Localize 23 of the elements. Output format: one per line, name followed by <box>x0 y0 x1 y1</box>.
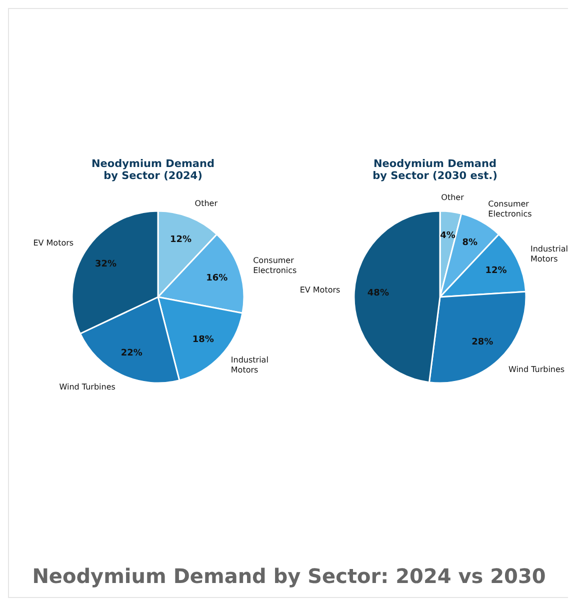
data-label: 12% <box>485 266 507 276</box>
data-label: 4% <box>440 231 456 242</box>
slice-label: Consumer Electronics <box>488 200 532 219</box>
chart-title: Neodymium Demand by Sector (2030 est.) <box>372 157 498 184</box>
slice-label: Consumer Electronics <box>253 256 297 276</box>
text: Neodymium Demand by Sector: 2024 vs 2030 <box>31 564 547 588</box>
chart-title: Neodymium Demand by Sector (2024) <box>90 157 216 184</box>
data-label: 16% <box>206 273 228 284</box>
data-label: 12% <box>170 234 192 245</box>
slice-label: Wind Turbines <box>508 365 565 374</box>
slice-label: EV Motors <box>300 286 340 295</box>
slice-label: Other <box>441 192 465 202</box>
slice-label: Other <box>194 199 218 208</box>
data-label: 28% <box>472 338 494 348</box>
data-label: 22% <box>120 348 142 358</box>
data-label: 32% <box>94 259 116 270</box>
slice-label: EV Motors <box>33 238 74 248</box>
data-label: 8% <box>462 238 478 248</box>
slice-label: Industrial Motors <box>230 356 268 375</box>
data-label: 48% <box>367 288 389 299</box>
slice-label: Industrial Motors <box>530 244 568 264</box>
slice-label: Wind Turbines <box>59 382 116 392</box>
data-label: 18% <box>192 334 214 345</box>
